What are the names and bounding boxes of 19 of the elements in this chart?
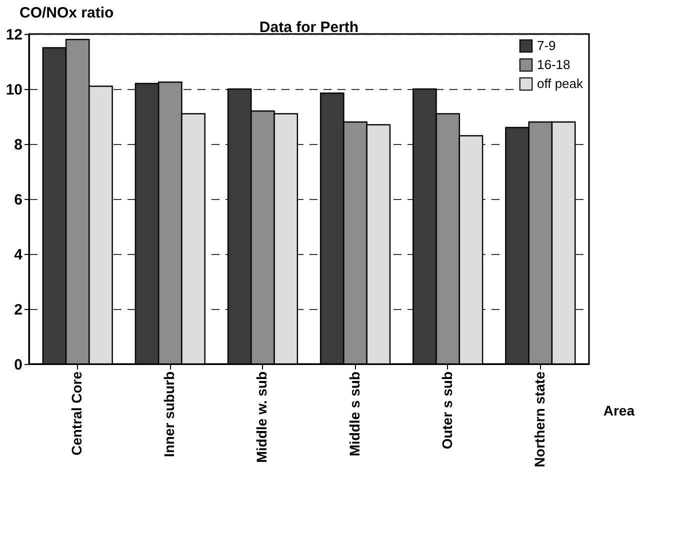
x-axis-title: Area [603,402,635,418]
y-tick-label: 10 [6,82,22,98]
y-tick-label: 8 [14,136,22,154]
legend-label: 16-18 [537,57,570,72]
legend-label: off peak [537,76,584,91]
chart-title: Data for Perth [259,19,359,36]
y-tick-label: 0 [14,356,22,374]
x-tick-label: Central Core [68,371,85,456]
x-tick-label: Middle w. sub [254,372,270,463]
y-tick-label: 6 [14,192,22,208]
x-tick-label: Outer s sub [438,372,455,450]
y-axis-title: CO/NOx ratio [20,4,114,22]
x-tick-label: Middle s sub [346,372,362,456]
x-tick-label: Inner suburb [161,372,178,458]
y-tick-label: 2 [14,302,22,318]
y-tick-label: 12 [6,26,22,44]
legend-label: 7-9 [537,38,556,53]
y-tick-label: 4 [14,246,24,264]
x-tick-label: Northern state [531,371,548,468]
